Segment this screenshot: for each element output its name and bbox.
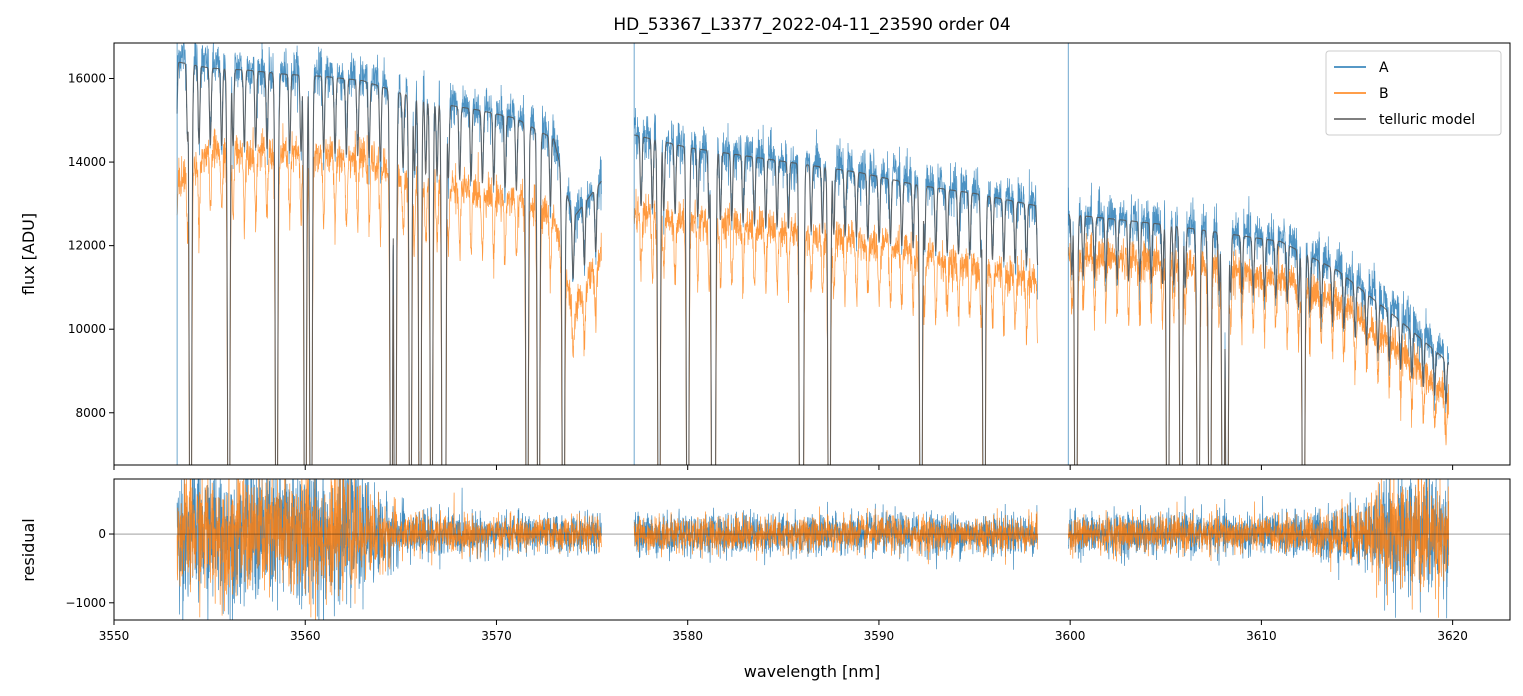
residual-x-tick-label: 3570 <box>481 629 512 643</box>
legend-label-a: A <box>1379 60 1389 76</box>
chart-title: HD_53367_L3377_2022-04-11_23590 order 04 <box>613 15 1010 35</box>
flux-series-telluric-model-segment-1 <box>633 134 1039 465</box>
flux-y-tick-label: 14000 <box>68 155 106 169</box>
residual-y-axis-label: residual <box>19 518 38 581</box>
residual-x-tick-label: 3590 <box>864 629 895 643</box>
residual-x-tick-label: 3600 <box>1055 629 1086 643</box>
flux-series-telluric-model-segment-0 <box>176 61 602 465</box>
flux-panel: 8000 10000 12000 14000 16000 flux [ADU] A B … <box>19 42 1511 470</box>
flux-series-b-segment-2 <box>1067 232 1450 465</box>
residual-x-tick-label: 3620 <box>1437 629 1468 643</box>
flux-axes-frame <box>113 42 1511 466</box>
residual-axes-frame <box>113 478 1511 621</box>
flux-series-a-segment-2 <box>1067 182 1450 465</box>
flux-y-axis-label: flux [ADU] <box>19 213 38 295</box>
legend-label-b: B <box>1379 86 1389 102</box>
residual-x-tick-label: 3550 <box>99 629 130 643</box>
x-axis-label: wavelength [nm] <box>744 662 881 681</box>
flux-x-ticks <box>113 465 1454 470</box>
residual-x-tick-label: 3560 <box>290 629 321 643</box>
flux-series-telluric-model-segment-2 <box>1068 213 1449 465</box>
residual-y-ticks: −1000 0 <box>65 527 114 610</box>
flux-y-tick-label: 8000 <box>75 406 106 420</box>
residual-panel: −10000 3550 3560 3570 3580 3590 3600 3610 3620 … <box>19 478 1511 681</box>
residual-series-b-segment-2 <box>1067 479 1450 618</box>
residual-series-group <box>114 479 1510 620</box>
residual-x-tick-label: 3610 <box>1246 629 1277 643</box>
flux-y-tick-label: 10000 <box>68 322 106 336</box>
legend-frame <box>1325 50 1502 136</box>
residual-x-tick-label: 3580 <box>672 629 703 643</box>
legend: A B telluric model <box>1325 50 1502 136</box>
residual-y-tick-label: −1000 <box>65 596 106 610</box>
residual-x-ticks: 3550 3560 3570 3580 3590 3600 3610 3620 <box>99 620 1468 643</box>
flux-series-group <box>176 43 1450 465</box>
residual-series-b-segment-1 <box>633 506 1038 565</box>
residual-y-tick-label: 0 <box>98 527 106 541</box>
legend-label-telluric: telluric model <box>1379 112 1475 128</box>
flux-series-b-segment-1 <box>633 188 1038 465</box>
flux-y-tick-label: 16000 <box>68 72 106 86</box>
flux-y-ticks: 8000 10000 12000 14000 16000 <box>68 72 114 420</box>
flux-y-tick-label: 12000 <box>68 239 106 253</box>
residual-series-b-segment-0 <box>176 479 602 620</box>
